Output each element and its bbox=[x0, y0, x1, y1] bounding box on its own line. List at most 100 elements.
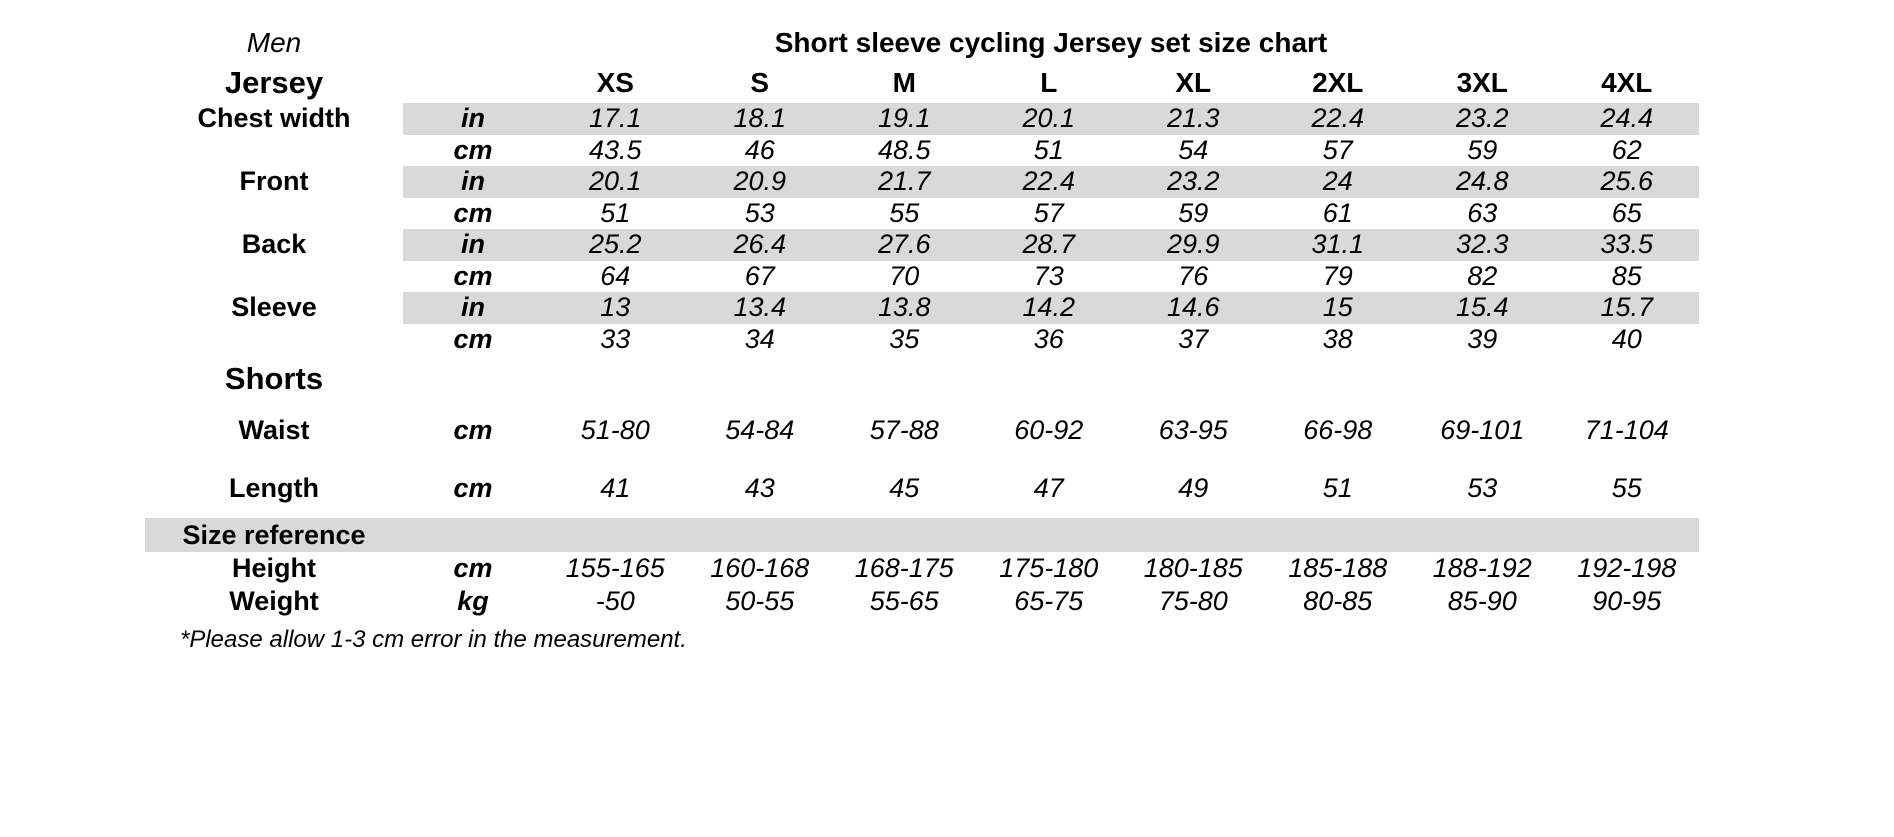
unit-label: kg bbox=[457, 586, 489, 616]
table-row-front-cm: cm 51 53 55 57 59 61 63 65 bbox=[145, 198, 1699, 230]
table-row-waist: Waist cm 51-80 54-84 57-88 60-92 63-95 6… bbox=[145, 402, 1699, 458]
section-label-shorts: Shorts bbox=[224, 360, 324, 396]
table-row-front-in: Front in 20.1 20.9 21.7 22.4 23.2 24 24.… bbox=[145, 166, 1699, 198]
size-value: 39 bbox=[1467, 323, 1498, 354]
table-row-back-in: Back in 25.2 26.4 27.6 28.7 29.9 31.1 32… bbox=[145, 229, 1699, 261]
size-header: 4XL bbox=[1601, 66, 1653, 98]
size-value: 59 bbox=[1467, 134, 1498, 165]
size-value: 20.9 bbox=[687, 166, 832, 198]
size-value: 22.4 bbox=[976, 166, 1121, 198]
table-title: Short sleeve cycling Jersey set size cha… bbox=[774, 27, 1328, 58]
size-value: 57 bbox=[1033, 197, 1064, 228]
size-value: 33 bbox=[600, 323, 631, 354]
size-header: XS bbox=[596, 66, 634, 98]
row-label: Front bbox=[239, 166, 309, 197]
size-value: 67 bbox=[744, 260, 775, 291]
title-row: Men Short sleeve cycling Jersey set size… bbox=[145, 24, 1699, 62]
size-value: 24.8 bbox=[1410, 166, 1555, 198]
size-value: 53 bbox=[744, 197, 775, 228]
size-value: 24.4 bbox=[1554, 103, 1699, 135]
size-value: 192-198 bbox=[1577, 553, 1677, 583]
size-value: 43 bbox=[744, 472, 775, 503]
size-value: -50 bbox=[595, 586, 635, 616]
size-value: 14.6 bbox=[1121, 292, 1266, 324]
size-value: 51 bbox=[1322, 472, 1353, 503]
size-value: 21.7 bbox=[832, 166, 977, 198]
row-label: Weight bbox=[229, 586, 319, 616]
size-value: 85-90 bbox=[1447, 586, 1517, 616]
size-value: 168-175 bbox=[854, 553, 954, 583]
size-value: 70 bbox=[889, 260, 920, 291]
size-value: 41 bbox=[600, 472, 631, 503]
size-value: 57-88 bbox=[869, 414, 939, 445]
size-header: L bbox=[1040, 66, 1058, 98]
table-row-weight: Weight kg -50 50-55 55-65 65-75 75-80 80… bbox=[145, 585, 1699, 618]
row-label: Height bbox=[232, 553, 316, 583]
size-reference-band: Size reference bbox=[145, 518, 1699, 552]
size-value: 23.2 bbox=[1410, 103, 1555, 135]
size-value: 180-185 bbox=[1143, 553, 1243, 583]
size-value: 31.1 bbox=[1265, 229, 1410, 261]
unit-label: cm bbox=[453, 323, 493, 354]
size-value: 17.1 bbox=[543, 103, 688, 135]
size-value: 79 bbox=[1322, 260, 1353, 291]
size-value: 64 bbox=[600, 260, 631, 291]
unit-label: in bbox=[403, 103, 543, 135]
row-label: Chest width bbox=[197, 103, 351, 134]
size-header: 2XL bbox=[1312, 66, 1364, 98]
size-value: 48.5 bbox=[877, 134, 931, 165]
table-row-sleeve-in: Sleeve in 13 13.4 13.8 14.2 14.6 15 15.4… bbox=[145, 292, 1699, 324]
unit-label: cm bbox=[453, 414, 493, 445]
size-value: 59 bbox=[1178, 197, 1209, 228]
size-value: 53 bbox=[1467, 472, 1498, 503]
size-value: 20.1 bbox=[543, 166, 688, 198]
size-value: 50-55 bbox=[725, 586, 795, 616]
size-value: 29.9 bbox=[1121, 229, 1266, 261]
size-value: 28.7 bbox=[976, 229, 1121, 261]
size-value: 37 bbox=[1178, 323, 1209, 354]
size-value: 90-95 bbox=[1592, 586, 1662, 616]
size-value: 54 bbox=[1178, 134, 1209, 165]
size-value: 62 bbox=[1611, 134, 1642, 165]
size-value: 32.3 bbox=[1410, 229, 1555, 261]
unit-label: cm bbox=[453, 553, 493, 583]
size-value: 55 bbox=[889, 197, 920, 228]
size-value: 15.4 bbox=[1410, 292, 1555, 324]
size-value: 26.4 bbox=[687, 229, 832, 261]
unit-label: cm bbox=[453, 260, 493, 291]
size-value: 155-165 bbox=[565, 553, 665, 583]
size-value: 75-80 bbox=[1158, 586, 1228, 616]
size-header: XL bbox=[1175, 66, 1212, 98]
size-value: 63-95 bbox=[1158, 414, 1228, 445]
size-value: 61 bbox=[1322, 197, 1353, 228]
spacer bbox=[145, 198, 403, 230]
row-label: Sleeve bbox=[231, 292, 317, 323]
size-value: 65-75 bbox=[1014, 586, 1084, 616]
table-row-height: Height cm 155-165 160-168 168-175 175-18… bbox=[145, 552, 1699, 585]
table-row-chest-cm: cm 43.5 46 48.5 51 54 57 59 62 bbox=[145, 135, 1699, 167]
size-value: 188-192 bbox=[1432, 553, 1532, 583]
size-value: 51 bbox=[1033, 134, 1064, 165]
size-header: S bbox=[750, 66, 770, 98]
size-value: 36 bbox=[1033, 323, 1064, 354]
size-value: 51-80 bbox=[580, 414, 650, 445]
size-value: 160-168 bbox=[710, 553, 810, 583]
size-value: 25.6 bbox=[1554, 166, 1699, 198]
size-value: 15.7 bbox=[1554, 292, 1699, 324]
size-value: 33.5 bbox=[1554, 229, 1699, 261]
unit-label: cm bbox=[453, 472, 493, 503]
unit-label: cm bbox=[453, 134, 493, 165]
section-label-jersey: Jersey bbox=[224, 64, 324, 100]
table-row-chest-in: Chest width in 17.1 18.1 19.1 20.1 21.3 … bbox=[145, 103, 1699, 135]
measurement-footnote: *Please allow 1-3 cm error in the measur… bbox=[180, 626, 687, 653]
size-value: 71-104 bbox=[1584, 414, 1669, 445]
row-label: Back bbox=[241, 229, 307, 260]
size-value: 27.6 bbox=[832, 229, 977, 261]
table-row-sleeve-cm: cm 33 34 35 36 37 38 39 40 bbox=[145, 324, 1699, 356]
size-value: 18.1 bbox=[687, 103, 832, 135]
spacer bbox=[145, 261, 403, 293]
size-value: 55-65 bbox=[869, 586, 939, 616]
row-label: Waist bbox=[238, 414, 310, 445]
unit-label: in bbox=[403, 229, 543, 261]
size-value: 25.2 bbox=[543, 229, 688, 261]
